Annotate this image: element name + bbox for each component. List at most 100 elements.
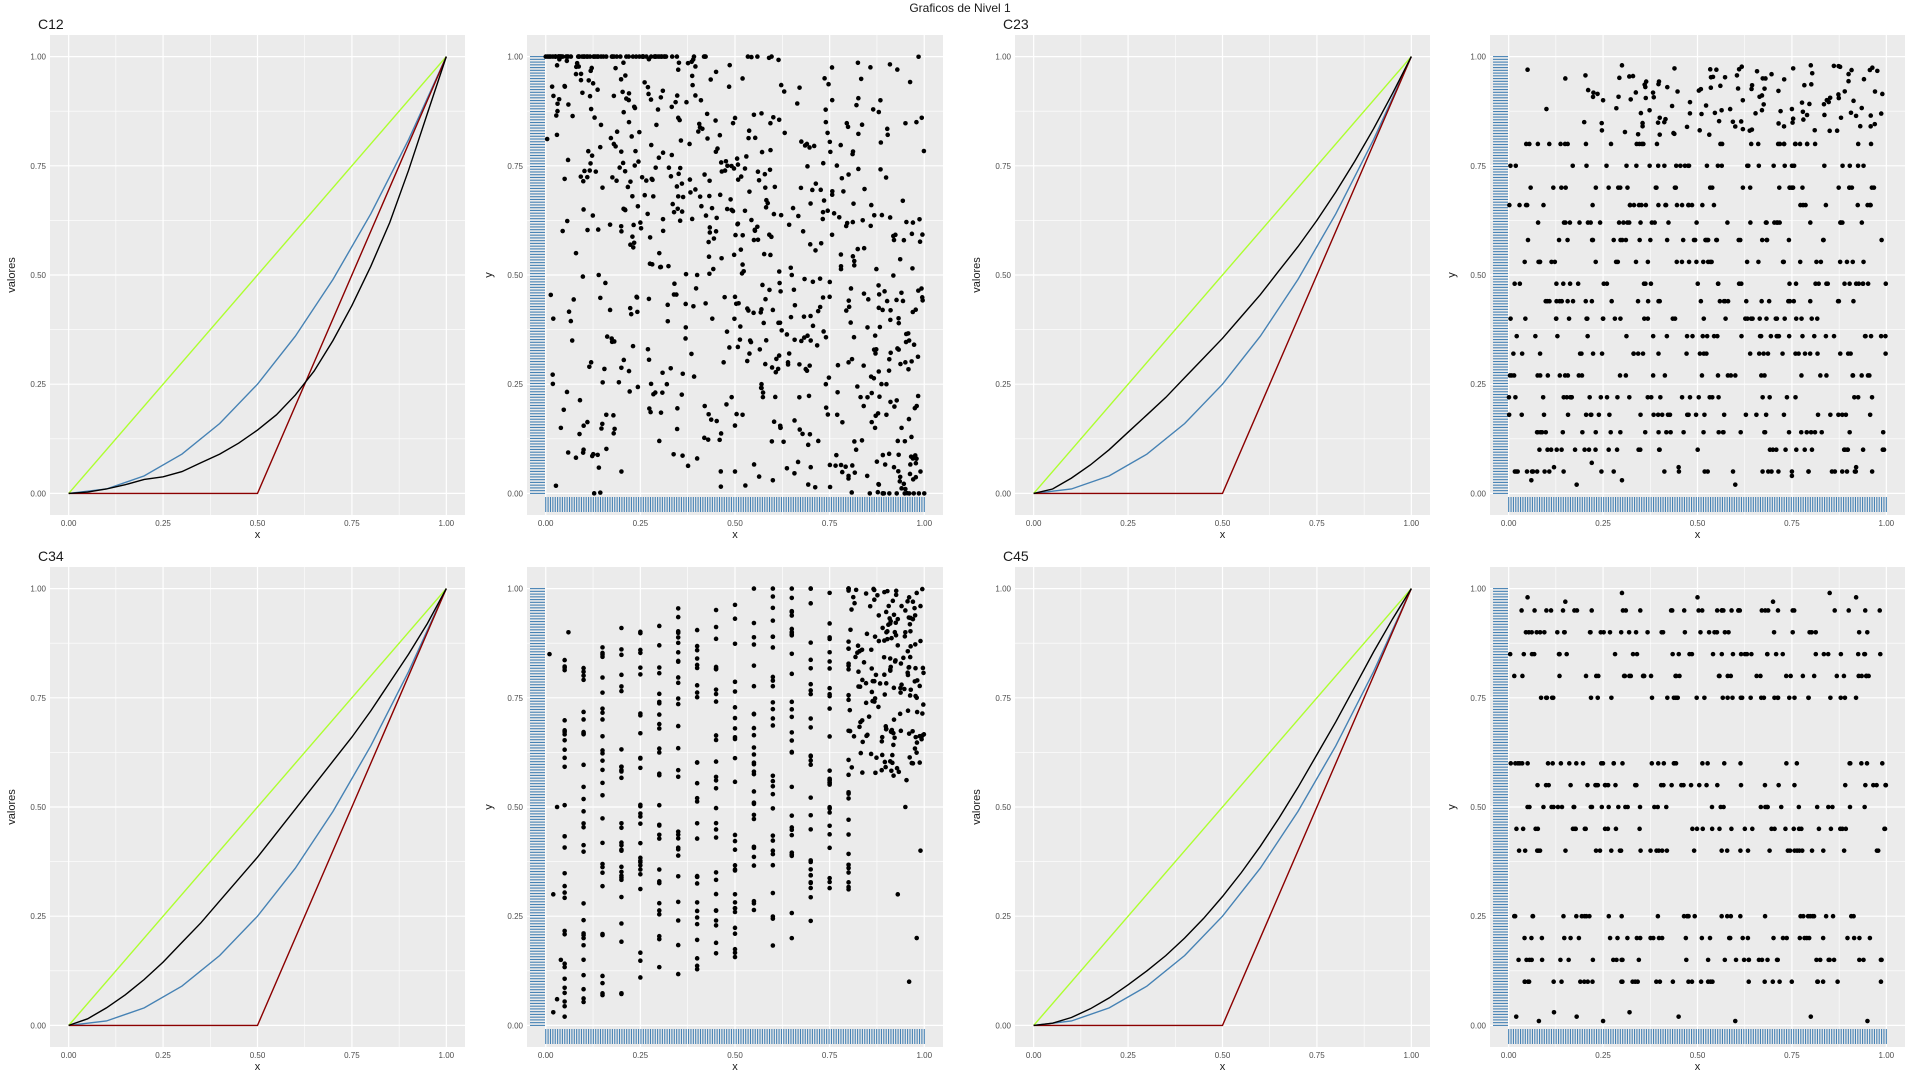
data-point (1507, 202, 1512, 208)
data-point (1604, 163, 1609, 169)
data-point (703, 213, 709, 218)
data-point (1719, 913, 1724, 919)
data-point (600, 710, 605, 716)
data-point (1557, 673, 1562, 679)
data-point (846, 692, 851, 698)
data-point (751, 683, 757, 689)
data-point (1608, 848, 1614, 853)
data-point (860, 677, 865, 683)
data-point (827, 621, 832, 626)
data-point (1583, 412, 1589, 418)
data-point (646, 296, 652, 302)
data-point (827, 845, 832, 851)
data-point (1599, 120, 1604, 126)
data-point (732, 905, 738, 911)
data-point (799, 139, 804, 144)
data-point (745, 306, 750, 311)
x-tick-label: 1.00 (916, 1051, 932, 1060)
data-point (702, 435, 707, 441)
data-point (1792, 695, 1797, 701)
data-point (1714, 237, 1719, 243)
data-point (604, 446, 609, 452)
data-point (846, 862, 851, 868)
data-point (868, 223, 874, 229)
data-point (1554, 281, 1559, 287)
x-tick-label: 0.25 (155, 519, 171, 528)
data-point (607, 222, 613, 227)
panel-2: 0.000.000.250.250.500.500.750.751.001.00… (483, 35, 943, 541)
data-point (705, 437, 711, 442)
data-point (822, 76, 827, 81)
data-point (749, 217, 754, 223)
data-point (1874, 782, 1879, 788)
data-point (770, 683, 776, 689)
data-point (653, 165, 658, 170)
data-point (1851, 298, 1856, 304)
data-point (694, 874, 700, 880)
data-point (1609, 695, 1614, 701)
data-point (1744, 259, 1750, 265)
data-point (669, 104, 675, 110)
data-point (617, 165, 622, 170)
data-point (1585, 979, 1591, 985)
data-point (808, 313, 813, 319)
data-point (1816, 281, 1821, 287)
data-point (1716, 395, 1721, 400)
data-point (1777, 141, 1783, 147)
data-point (821, 198, 827, 203)
data-point (638, 226, 644, 231)
data-point (713, 778, 719, 783)
data-point (675, 723, 681, 729)
data-point (916, 491, 922, 496)
data-point (1691, 848, 1697, 853)
data-point (619, 469, 624, 474)
data-point (1818, 259, 1824, 265)
data-point (1738, 782, 1744, 788)
data-point (1727, 106, 1733, 112)
data-point (549, 84, 555, 89)
data-point (619, 894, 624, 900)
x-axis-title: x (732, 1061, 738, 1073)
data-point (1816, 826, 1822, 832)
data-point (1512, 281, 1517, 287)
data-point (1847, 804, 1853, 810)
data-point (853, 447, 859, 453)
data-point (827, 823, 832, 829)
data-point (1882, 826, 1887, 832)
data-point (1593, 429, 1599, 435)
data-point (817, 276, 823, 281)
data-point (882, 692, 888, 697)
data-point (694, 915, 700, 920)
data-point (1756, 163, 1762, 169)
y-tick-label: 0.25 (1470, 380, 1486, 389)
data-point (562, 764, 567, 770)
data-point (554, 132, 560, 138)
data-point (656, 836, 662, 841)
data-point (1506, 412, 1512, 418)
data-point (920, 232, 925, 237)
data-point (732, 779, 738, 785)
data-point (751, 642, 757, 647)
data-point (675, 774, 681, 780)
data-point (739, 271, 745, 276)
data-point (694, 820, 700, 826)
data-point (909, 434, 914, 440)
data-point (609, 336, 614, 341)
data-point (846, 880, 851, 885)
data-point (859, 122, 865, 128)
data-point (562, 990, 567, 996)
data-point (1676, 464, 1681, 470)
data-point (674, 426, 680, 432)
y-tick-label: 0.50 (507, 803, 523, 812)
y-tick-label: 0.75 (1470, 694, 1486, 703)
data-point (660, 370, 665, 376)
data-point (581, 901, 586, 906)
series-line (1033, 588, 1412, 1026)
data-point (1789, 163, 1795, 169)
data-point (683, 271, 689, 277)
data-point (770, 848, 776, 854)
data-point (587, 93, 593, 99)
data-point (656, 623, 662, 629)
data-point (894, 398, 900, 403)
data-point (1769, 469, 1774, 474)
